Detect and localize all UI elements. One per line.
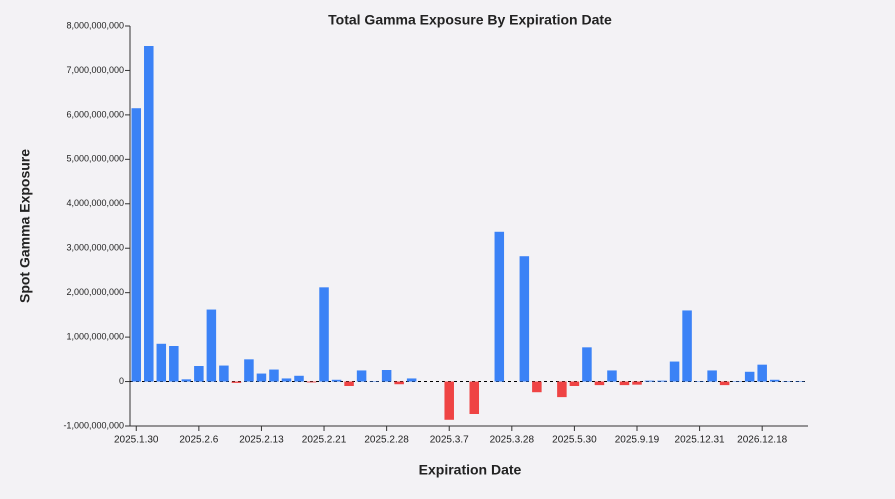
bar xyxy=(569,381,580,386)
x-tick-label: 2025.2.6 xyxy=(179,435,218,446)
bar xyxy=(406,378,417,382)
bar xyxy=(469,381,480,414)
x-tick-label: 2025.9.19 xyxy=(615,435,660,446)
x-tick-label: 2025.1.30 xyxy=(114,435,159,446)
bar xyxy=(206,309,217,382)
bar xyxy=(394,381,404,385)
bar xyxy=(294,375,304,382)
bar xyxy=(169,346,179,382)
bar xyxy=(557,381,567,398)
y-tick-label: 2,000,000,000 xyxy=(66,287,124,297)
bar xyxy=(594,381,605,386)
bar xyxy=(331,379,342,382)
bar xyxy=(619,381,630,386)
bar xyxy=(644,380,655,382)
bar xyxy=(144,46,154,382)
x-tick-label: 2025.2.21 xyxy=(302,435,347,446)
bar xyxy=(269,369,279,382)
x-tick-label: 2025.3.7 xyxy=(430,435,469,446)
bar xyxy=(657,380,667,382)
bar xyxy=(532,381,542,393)
bar xyxy=(156,343,167,382)
bar xyxy=(744,371,755,382)
x-tick-label: 2025.12.31 xyxy=(675,435,725,446)
bar xyxy=(194,366,204,382)
x-tick-label: 2025.2.28 xyxy=(364,435,409,446)
chart-title: Total Gamma Exposure By Expiration Date xyxy=(328,12,612,28)
y-tick-label: 0 xyxy=(119,376,124,386)
bar xyxy=(719,381,730,386)
x-tick-label: 2025.5.30 xyxy=(552,435,597,446)
y-axis-label: Spot Gamma Exposure xyxy=(17,149,33,303)
x-tick-label: 2025.3.28 xyxy=(490,435,535,446)
y-tick-label: 4,000,000,000 xyxy=(66,198,124,208)
x-axis-label: Expiration Date xyxy=(419,462,522,478)
bar xyxy=(306,381,317,383)
y-tick-label: 5,000,000,000 xyxy=(66,154,124,164)
y-tick-label: 3,000,000,000 xyxy=(66,243,124,253)
bar xyxy=(131,108,142,382)
y-tick-label: -1,000,000,000 xyxy=(63,420,124,430)
bar xyxy=(519,256,530,382)
bar xyxy=(757,364,767,382)
bar xyxy=(319,287,329,382)
bar xyxy=(769,379,780,382)
y-tick-label: 1,000,000,000 xyxy=(66,331,124,341)
bar xyxy=(344,381,354,386)
y-tick-label: 6,000,000,000 xyxy=(66,109,124,119)
bar xyxy=(669,361,680,382)
bar xyxy=(632,381,642,385)
bar xyxy=(444,381,454,420)
y-tick-label: 7,000,000,000 xyxy=(66,65,124,75)
bar xyxy=(494,231,505,382)
bar xyxy=(219,365,229,382)
bar xyxy=(281,378,292,382)
bar xyxy=(231,381,242,383)
bar xyxy=(256,373,267,382)
bar xyxy=(582,347,592,382)
bar xyxy=(181,379,192,382)
bar xyxy=(682,310,692,382)
bar xyxy=(381,370,392,382)
bar xyxy=(607,370,617,382)
x-tick-label: 2025.2.13 xyxy=(239,435,284,446)
bar xyxy=(707,370,717,382)
y-tick-label: 8,000,000,000 xyxy=(66,20,124,30)
bar xyxy=(244,359,254,382)
bar xyxy=(356,370,367,382)
x-tick-label: 2026.12.18 xyxy=(737,435,787,446)
